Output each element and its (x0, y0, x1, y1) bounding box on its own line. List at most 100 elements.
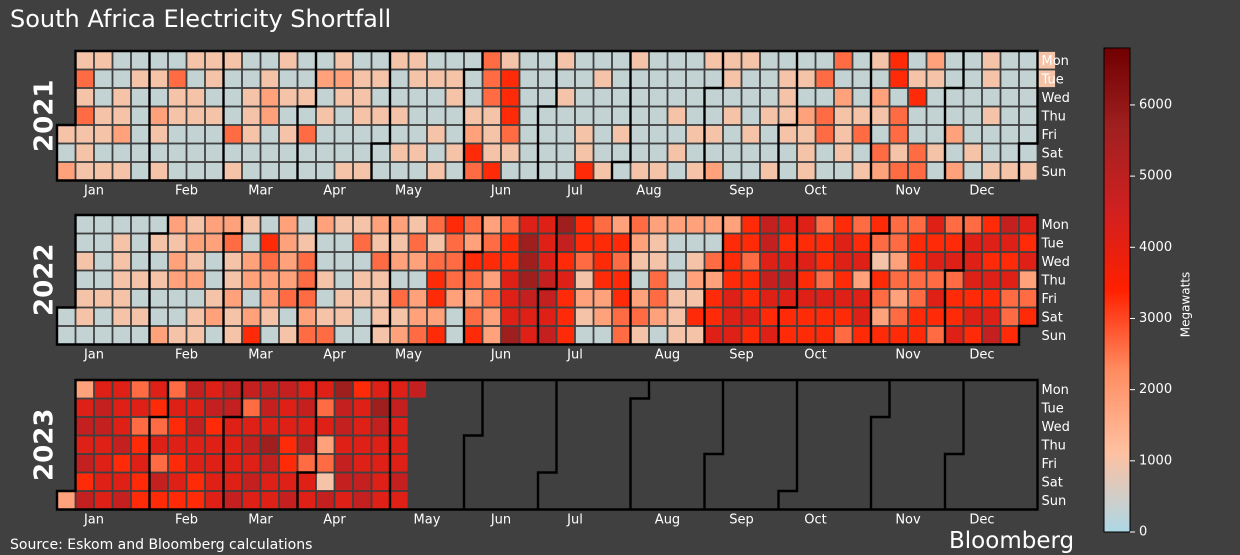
month-boundary (296, 215, 318, 345)
day-cell (834, 162, 852, 180)
day-label: Wed (1042, 420, 1070, 435)
day-cell (316, 399, 334, 417)
day-cell (723, 107, 741, 125)
day-cell (94, 454, 112, 472)
day-cell (335, 252, 353, 270)
day-cell (131, 88, 149, 106)
empty-day-cell (686, 491, 705, 510)
day-cell (871, 326, 889, 344)
day-cell (242, 162, 260, 180)
day-cell (797, 125, 815, 143)
empty-day-cell (445, 491, 464, 510)
empty-day-cell (871, 472, 890, 491)
day-cell (649, 162, 667, 180)
day-cell (890, 162, 908, 180)
day-cell (390, 326, 408, 344)
empty-day-cell (556, 380, 575, 399)
day-cell (612, 88, 630, 106)
day-cell (298, 436, 316, 454)
empty-day-cell (797, 454, 816, 473)
empty-day-cell (908, 491, 927, 510)
day-cell (446, 51, 464, 69)
day-cell (779, 326, 797, 344)
month-boundary (536, 215, 558, 345)
empty-day-cell (612, 380, 631, 399)
empty-day-cell (723, 417, 742, 436)
day-cell (94, 88, 112, 106)
day-cell (982, 252, 1000, 270)
day-cell (834, 308, 852, 326)
empty-day-cell (538, 435, 557, 454)
day-cell (1019, 88, 1037, 106)
day-cell (205, 454, 223, 472)
day-cell (1019, 144, 1037, 162)
day-cell (76, 252, 94, 270)
month-boundary (462, 380, 484, 510)
day-cell (427, 326, 445, 344)
empty-day-cell (408, 398, 427, 417)
day-cell (131, 308, 149, 326)
day-cell (316, 144, 334, 162)
day-cell (242, 417, 260, 435)
month-boundary (296, 51, 318, 181)
day-label: Fri (1042, 292, 1058, 307)
day-cell (205, 234, 223, 252)
empty-day-cell (501, 454, 520, 473)
day-cell (631, 308, 649, 326)
empty-day-cell (908, 472, 927, 491)
day-cell (76, 308, 94, 326)
empty-day-cell (1000, 454, 1019, 473)
day-cell (131, 252, 149, 270)
day-cell (649, 70, 667, 88)
chart-title: South Africa Electricity Shortfall (10, 5, 392, 33)
day-cell (538, 252, 556, 270)
day-cell (316, 380, 334, 398)
day-cell (113, 51, 131, 69)
day-cell (871, 215, 889, 233)
day-cell (168, 88, 186, 106)
day-cell (353, 454, 371, 472)
day-cell (612, 289, 630, 307)
empty-day-cell (649, 398, 668, 417)
day-cell (390, 399, 408, 417)
day-cell (76, 144, 94, 162)
day-cell (779, 234, 797, 252)
day-cell (131, 289, 149, 307)
day-cell (834, 271, 852, 289)
day-cell (464, 326, 482, 344)
day-cell (686, 51, 704, 69)
day-cell (187, 491, 205, 509)
day-cell (316, 417, 334, 435)
day-cell (520, 271, 538, 289)
day-cell (372, 234, 390, 252)
day-cell (557, 107, 575, 125)
empty-day-cell (501, 398, 520, 417)
day-cell (723, 70, 741, 88)
empty-day-cell (963, 380, 982, 399)
day-cell (168, 215, 186, 233)
day-cell (1001, 144, 1019, 162)
empty-day-cell (593, 417, 612, 436)
day-cell (298, 215, 316, 233)
day-cell (187, 107, 205, 125)
day-cell (390, 417, 408, 435)
day-cell (224, 454, 242, 472)
day-cell (372, 454, 390, 472)
day-cell (353, 144, 371, 162)
day-cell (871, 125, 889, 143)
day-cell (131, 436, 149, 454)
day-cell (723, 326, 741, 344)
day-cell (501, 51, 519, 69)
day-cell (113, 289, 131, 307)
empty-day-cell (427, 398, 446, 417)
day-cell (113, 215, 131, 233)
day-cell (57, 326, 75, 344)
day-cell (242, 289, 260, 307)
day-cell (353, 326, 371, 344)
day-cell (242, 308, 260, 326)
day-cell (501, 308, 519, 326)
colorbar-tick-label: 4000 (1139, 240, 1172, 255)
empty-day-cell (723, 454, 742, 473)
day-cell (150, 417, 168, 435)
day-cell (742, 308, 760, 326)
